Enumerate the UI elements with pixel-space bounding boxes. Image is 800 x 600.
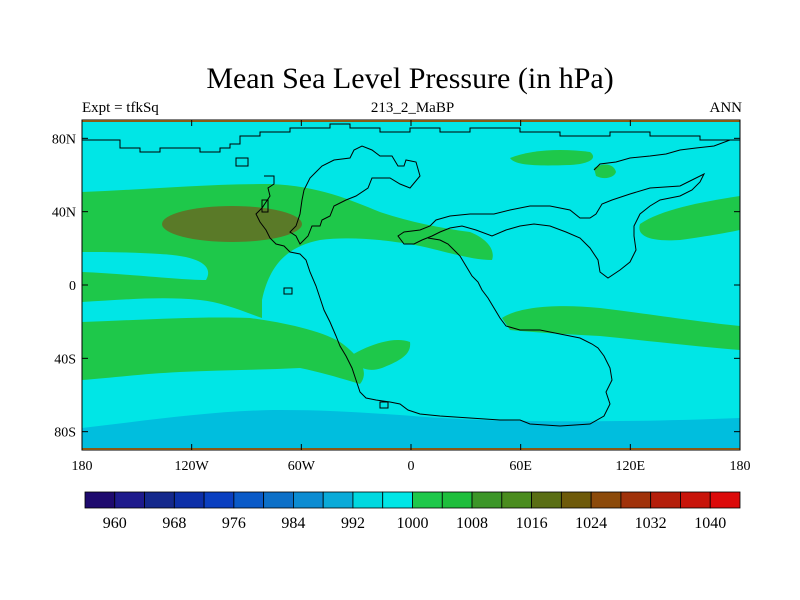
colorbar-label: 1016 — [516, 515, 548, 532]
coastline-small-1 — [235, 157, 249, 167]
colorbar-label: 1040 — [694, 515, 726, 532]
y-tick-label: 80N — [52, 132, 76, 147]
colorbar-label: 984 — [281, 515, 305, 532]
coastline-eurasia — [289, 145, 421, 245]
y-tick-label: 80S — [54, 426, 76, 441]
coastline-small-4 — [379, 401, 389, 409]
x-tick-label: 60W — [288, 459, 316, 474]
colorbar-label: 1032 — [635, 515, 667, 532]
contour-fill-1008-south-africa — [350, 339, 411, 370]
colorbar-box — [144, 491, 175, 509]
season-label: ANN — [709, 100, 743, 116]
pressure-field — [82, 120, 740, 450]
colorbar-box — [382, 491, 413, 509]
colorbar-box — [233, 491, 265, 509]
contour-fill-1008-south-east — [502, 306, 740, 350]
colorbar-label: 976 — [222, 515, 246, 532]
colorbar-box — [203, 491, 235, 509]
colorbar-box — [114, 491, 145, 509]
colorbar-box — [441, 491, 473, 509]
y-tick-label: 0 — [69, 279, 76, 294]
colorbar: 960 968 976 984 992 1000 1008 1016 1024 1032 1040 — [84, 491, 741, 532]
colorbar-box — [709, 491, 741, 509]
x-tick-label: 180 — [730, 459, 751, 474]
colorbar-label: 1000 — [397, 515, 429, 532]
y-tick-label: 40N — [52, 206, 76, 221]
contour-fill-1008-arctic-2 — [594, 164, 616, 179]
colorbar-box — [412, 491, 443, 509]
y-axis-ticks: 80N 40N 0 40S 80S — [52, 132, 740, 441]
contour-fill-992 — [82, 410, 740, 450]
contour-fill-1008-south-west — [82, 317, 364, 384]
x-tick-label: 60E — [509, 459, 532, 474]
colorbar-box — [560, 491, 592, 509]
colorbar-box — [501, 491, 532, 509]
x-tick-label: 180 — [72, 459, 93, 474]
coastline-americas — [255, 175, 613, 427]
colorbar-label: 992 — [341, 515, 365, 532]
x-tick-label: 120W — [175, 459, 210, 474]
contour-fill-1008-north-east — [639, 196, 740, 241]
colorbar-box — [531, 491, 562, 509]
colorbar-box — [471, 491, 503, 509]
coastline-small-3 — [261, 199, 269, 213]
contour-fill-1008-arctic — [510, 150, 594, 166]
x-tick-label: 0 — [408, 459, 415, 474]
map-title: Mean Sea Level Pressure (in hPa) — [206, 62, 614, 95]
coastline-small-2 — [283, 287, 293, 295]
colorbar-box — [263, 491, 294, 509]
colorbar-box — [173, 491, 205, 509]
colorbar-label: 1008 — [456, 515, 488, 532]
colorbar-box — [680, 491, 711, 509]
colorbar-label: 960 — [103, 515, 127, 532]
coastline-north — [82, 123, 740, 153]
experiment-label: Expt = tfkSq — [82, 100, 159, 116]
colorbar-box — [620, 491, 652, 509]
colorbar-box — [650, 491, 681, 509]
colorbar-label: 1024 — [575, 515, 607, 532]
colorbar-box — [352, 491, 384, 509]
colorbar-box — [590, 491, 622, 509]
period-label: 213_2_MaBP — [370, 100, 455, 116]
colorbar-box — [293, 491, 324, 509]
x-tick-label: 120E — [616, 459, 646, 474]
y-tick-label: 40S — [54, 352, 76, 367]
contour-fill-1016 — [162, 206, 302, 242]
colorbar-box — [84, 491, 116, 509]
colorbar-label: 968 — [162, 515, 186, 532]
colorbar-box — [322, 491, 354, 509]
coastlines — [82, 123, 740, 427]
coastline-arctic-asia — [593, 139, 740, 171]
x-axis-ticks: 180 120W 60W 0 60E 120E 180 — [72, 120, 751, 474]
coastline-asia — [397, 172, 706, 279]
